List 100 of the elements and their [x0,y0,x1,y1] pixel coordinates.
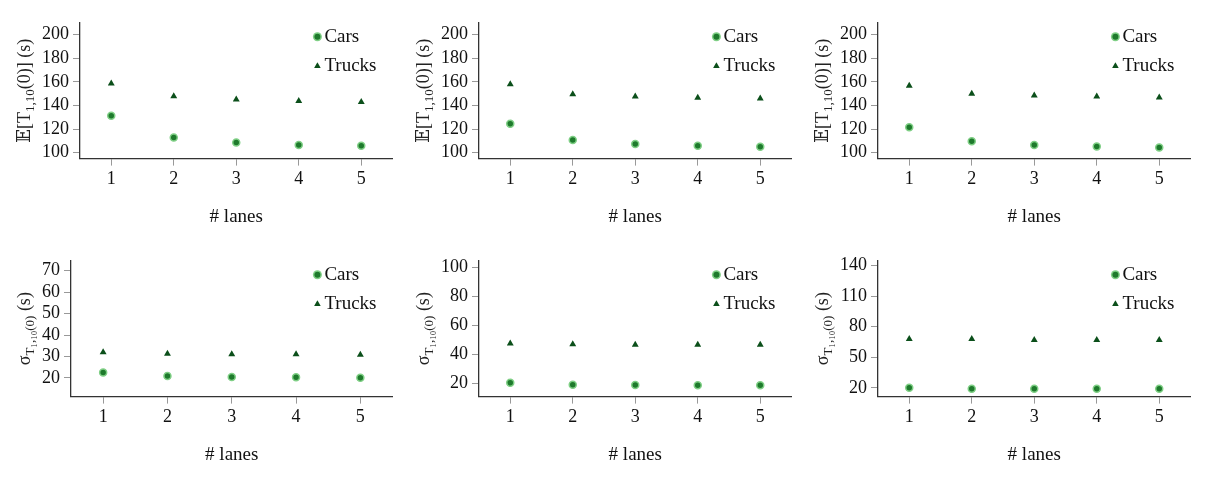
x-axis-title: # lanes [608,442,662,464]
legend-label: Cars [723,262,759,284]
point [568,380,577,389]
x-axis-title: # lanes [608,204,662,226]
point [631,340,639,347]
point [228,350,236,357]
y-tick-label: 20 [849,376,867,397]
y-axis-title: 𝔼[T1,10(0)] (s) [14,38,37,143]
point [169,133,178,142]
x-tick-label: 5 [755,406,765,427]
y-tick-label: 180 [840,46,867,67]
point [756,381,765,390]
y-axis-title: σT₁,₁₀(0) (s) [413,292,436,366]
y-tick-label: 120 [840,117,867,138]
x-tick-label: 3 [1029,168,1039,189]
x-tick-label: 1 [505,406,515,427]
point [163,371,172,381]
point [357,141,366,151]
y-tick-label: 70 [42,259,60,280]
y-tick-label: 200 [42,23,69,44]
point [693,381,702,390]
point [170,92,178,99]
legend-label: Trucks [1122,53,1175,75]
point [968,89,976,96]
y-tick-label: 120 [441,117,468,138]
point [356,373,365,382]
y-tick-label: 140 [42,94,69,115]
point [568,135,577,145]
x-tick-label: 5 [1154,168,1164,189]
point [631,139,640,149]
y-tick-label: 180 [441,46,468,67]
point [99,348,107,355]
point [694,340,702,347]
y-tick-label: 100 [441,256,468,277]
y-tick-label: 160 [441,70,468,91]
y-tick-label: 200 [441,23,468,44]
legend-label: Cars [1122,24,1158,46]
x-tick-label: 2 [967,168,977,189]
x-tick-label: 4 [693,406,703,427]
legend-label: Cars [1122,262,1158,284]
x-tick-label: 2 [169,168,179,189]
legend-label: Trucks [723,291,776,313]
y-tick-label: 140 [840,254,867,275]
y-tick-label: 160 [840,70,867,91]
point [905,334,913,341]
y-tick-label: 40 [42,323,60,344]
point [1092,384,1101,394]
x-tick-label: 2 [568,168,578,189]
x-tick-label: 5 [755,168,765,189]
y-tick-label: 140 [441,94,468,115]
x-tick-label: 3 [1029,406,1039,427]
y-tick-label: 200 [840,23,867,44]
legend-label: Trucks [324,53,377,75]
x-tick-label: 1 [904,406,914,427]
x-tick-label: 3 [231,168,241,189]
point [756,142,765,152]
point [1092,142,1101,151]
point [693,141,702,151]
x-tick-label: 4 [1092,406,1102,427]
point [756,340,764,347]
legend-label: Cars [324,24,360,46]
x-tick-label: 4 [291,406,301,427]
x-tick-label: 3 [630,168,640,189]
x-tick-label: 1 [904,168,914,189]
point [1155,335,1163,342]
y-tick-label: 80 [450,285,468,306]
point [356,350,364,357]
y-tick-label: 50 [849,345,867,366]
x-axis-title: # lanes [1007,442,1061,464]
y-axis-title: 𝔼[T1,10(0)] (s) [812,38,835,143]
x-axis-title: # lanes [205,442,259,464]
x-axis-title: # lanes [1007,204,1061,226]
y-tick-label: 60 [42,280,60,301]
point [1030,91,1038,98]
point [506,119,515,129]
point [967,384,976,394]
y-axis-title: σT₁,₁₀(0) (s) [812,292,835,366]
x-tick-label: 3 [630,406,640,427]
point [905,383,914,393]
point [694,93,702,100]
y-tick-label: 20 [450,372,468,393]
point [357,98,365,105]
point [1030,384,1039,394]
x-tick-label: 5 [356,168,366,189]
y-tick-label: 50 [42,302,60,323]
point [107,79,115,86]
point [506,378,515,388]
x-tick-label: 1 [106,168,116,189]
point [905,122,914,132]
point [756,94,764,101]
point [107,111,116,120]
point [232,95,240,102]
point [1155,143,1164,152]
y-axis-title: σT₁,₁₀(0) (s) [14,292,37,366]
y-tick-label: 140 [840,94,867,115]
point [1093,335,1101,342]
x-axis-title: # lanes [209,204,263,226]
y-axis-title: 𝔼[T1,10(0)] (s) [413,38,436,143]
y-tick-label: 80 [849,315,867,336]
point [295,97,303,104]
